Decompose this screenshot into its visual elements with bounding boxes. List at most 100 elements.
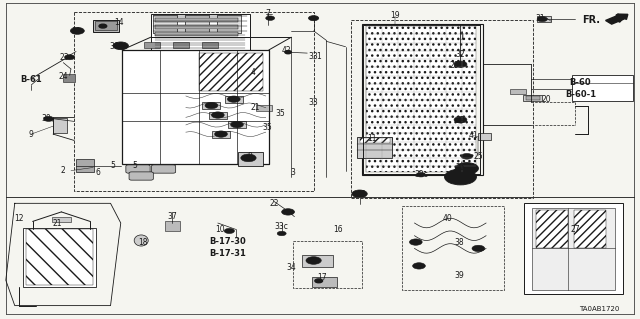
Bar: [166, 221, 179, 231]
Text: 27: 27: [571, 225, 580, 234]
Circle shape: [266, 16, 275, 20]
Text: B-17-31: B-17-31: [209, 249, 246, 258]
Text: 3: 3: [291, 168, 296, 177]
Circle shape: [241, 154, 256, 162]
Circle shape: [233, 123, 241, 126]
Circle shape: [205, 102, 218, 109]
Circle shape: [417, 265, 422, 267]
Text: B-17-30: B-17-30: [209, 237, 246, 246]
Bar: [225, 96, 243, 103]
Bar: [153, 15, 177, 33]
Bar: [173, 42, 189, 48]
Bar: [402, 205, 504, 290]
Circle shape: [118, 45, 124, 47]
Text: 11: 11: [367, 134, 377, 143]
Bar: [366, 26, 476, 172]
Circle shape: [282, 209, 294, 215]
Text: 32: 32: [71, 27, 81, 36]
Text: 31: 31: [536, 14, 545, 23]
Text: 14: 14: [114, 18, 124, 27]
Circle shape: [461, 153, 472, 159]
Circle shape: [277, 231, 286, 236]
Text: 18: 18: [138, 238, 147, 247]
Text: B-61: B-61: [20, 75, 42, 84]
Bar: [95, 21, 117, 30]
Bar: [156, 18, 238, 22]
Text: B-60: B-60: [570, 78, 591, 87]
Text: 35: 35: [263, 123, 273, 132]
Bar: [52, 217, 71, 222]
Bar: [184, 15, 209, 33]
Bar: [198, 53, 262, 91]
Text: 9: 9: [29, 130, 34, 138]
Bar: [293, 241, 362, 288]
Circle shape: [413, 241, 419, 243]
Circle shape: [44, 116, 54, 122]
Bar: [572, 75, 633, 101]
Circle shape: [217, 132, 225, 136]
Circle shape: [113, 42, 129, 50]
Circle shape: [454, 117, 467, 123]
Circle shape: [458, 119, 463, 121]
Bar: [510, 89, 526, 94]
Bar: [532, 208, 615, 290]
Bar: [228, 121, 246, 128]
Text: 28: 28: [449, 61, 459, 70]
Bar: [360, 138, 390, 143]
Circle shape: [207, 104, 215, 108]
Circle shape: [73, 29, 82, 33]
Text: 22: 22: [269, 199, 279, 208]
Text: TA0AB1720: TA0AB1720: [580, 306, 620, 312]
Bar: [202, 42, 218, 48]
Circle shape: [352, 190, 367, 197]
Circle shape: [214, 131, 227, 137]
Circle shape: [70, 27, 84, 34]
Ellipse shape: [134, 235, 148, 246]
Text: 33: 33: [308, 52, 319, 61]
Text: 16: 16: [333, 225, 342, 234]
Text: 29: 29: [456, 116, 465, 125]
Bar: [53, 118, 67, 133]
Bar: [151, 14, 250, 52]
Bar: [74, 12, 314, 191]
Text: 33: 33: [308, 98, 319, 107]
Bar: [26, 229, 93, 285]
Circle shape: [285, 50, 291, 54]
Text: 19: 19: [390, 11, 400, 20]
Text: 37: 37: [167, 211, 177, 220]
Circle shape: [315, 279, 323, 283]
Text: 13: 13: [452, 169, 462, 178]
Circle shape: [410, 239, 422, 245]
Text: 42: 42: [282, 46, 292, 56]
Circle shape: [310, 259, 317, 263]
FancyBboxPatch shape: [129, 172, 154, 180]
Circle shape: [227, 96, 240, 102]
Text: 21: 21: [52, 219, 61, 227]
Text: 35: 35: [276, 109, 285, 118]
Bar: [302, 255, 333, 267]
Circle shape: [214, 113, 221, 117]
Text: 32c: 32c: [414, 170, 428, 179]
Text: 20: 20: [542, 95, 552, 104]
Text: 32: 32: [456, 50, 465, 59]
Text: 2: 2: [61, 166, 66, 175]
Circle shape: [537, 17, 547, 22]
Bar: [216, 15, 241, 33]
Bar: [351, 20, 532, 197]
Text: 4: 4: [250, 68, 255, 77]
Bar: [362, 24, 483, 175]
Bar: [63, 74, 75, 82]
Text: 36: 36: [109, 42, 119, 51]
Circle shape: [99, 24, 107, 28]
Text: 24: 24: [58, 72, 68, 81]
Circle shape: [65, 55, 75, 60]
Circle shape: [454, 61, 467, 67]
Circle shape: [476, 247, 481, 250]
FancyBboxPatch shape: [152, 165, 175, 173]
Circle shape: [224, 228, 234, 234]
Circle shape: [413, 263, 426, 269]
Text: 40: 40: [443, 214, 452, 223]
Circle shape: [417, 173, 426, 177]
Bar: [76, 159, 94, 172]
Bar: [212, 130, 230, 137]
